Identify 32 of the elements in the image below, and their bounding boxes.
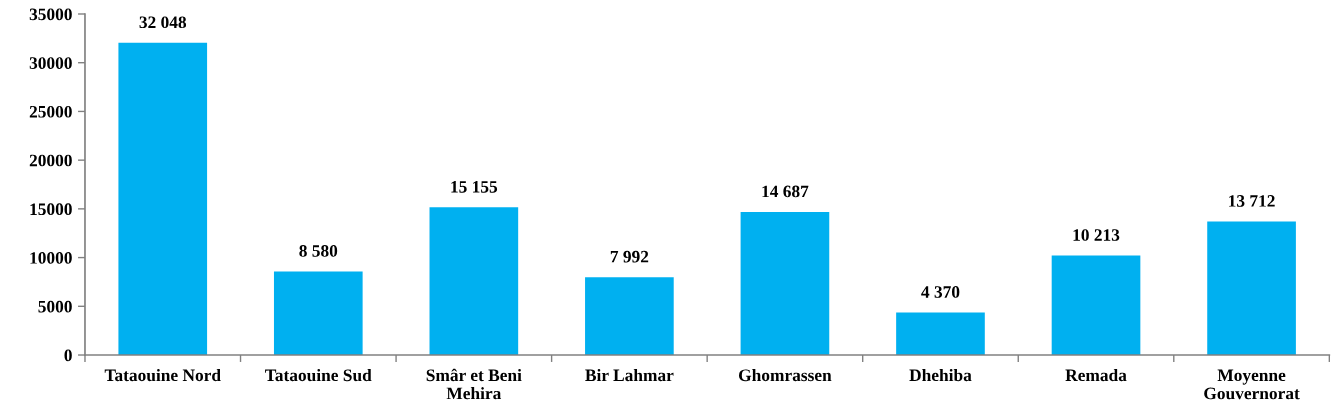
x-tick-label: Ghomrassen <box>739 368 832 382</box>
x-tick-label: Remada <box>1065 368 1127 382</box>
y-tick-label: 15000 <box>30 203 72 216</box>
bar <box>118 42 208 356</box>
x-tick-label: Tataouine Nord <box>104 368 221 382</box>
y-tick-label: 0 <box>64 349 72 362</box>
bar <box>273 271 363 356</box>
bar <box>1207 221 1296 356</box>
x-tick-label: Smâr et Beni Mehira <box>426 368 522 400</box>
data-label: 32 048 <box>139 16 187 29</box>
y-tick-label: 10000 <box>30 252 72 264</box>
bar <box>1051 255 1141 356</box>
data-label: 7 992 <box>610 250 649 263</box>
y-tick-label: 30000 <box>29 57 72 69</box>
data-label: 8 580 <box>299 245 338 257</box>
x-tick-label: Tataouine Sud <box>265 368 372 382</box>
y-tick-label: 5000 <box>38 300 72 313</box>
y-tick-label: 25000 <box>29 105 72 118</box>
y-tick-label: 35000 <box>29 8 72 21</box>
bar <box>585 277 674 356</box>
data-label: 13 712 <box>1229 195 1275 207</box>
data-label: 4 370 <box>921 286 960 298</box>
data-label: 15 155 <box>451 181 498 193</box>
x-tick-label: Dhehiba <box>909 368 972 382</box>
bar <box>429 207 519 356</box>
bar <box>740 211 830 356</box>
x-tick-label: Bir Lahmar <box>585 368 674 382</box>
data-label: 14 687 <box>762 185 809 198</box>
x-tick-label: Moyenne Gouvernorat <box>1204 369 1300 400</box>
bar <box>896 312 985 356</box>
data-label: 10 213 <box>1073 229 1120 241</box>
y-tick-label: 20000 <box>29 154 72 167</box>
